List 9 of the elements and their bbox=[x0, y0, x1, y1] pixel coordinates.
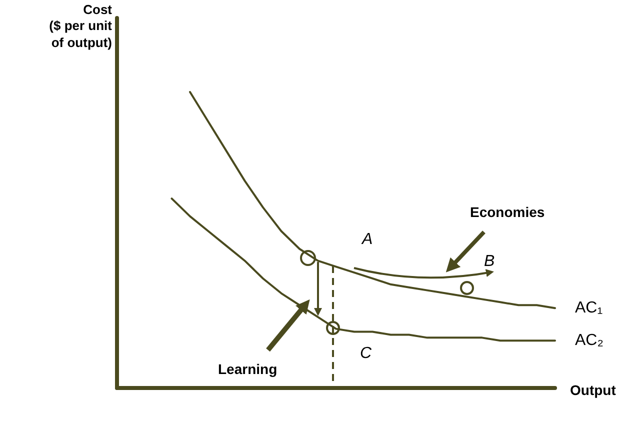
series-label: AC₁ bbox=[575, 300, 603, 317]
annotation: A bbox=[362, 231, 373, 248]
annotation: B bbox=[484, 253, 495, 270]
annotation: Learning bbox=[218, 361, 278, 377]
x-axis-title: Output bbox=[570, 382, 616, 398]
y-axis-title: Cost ($ per unit of output) bbox=[48, 2, 112, 51]
series-label: AC₂ bbox=[575, 332, 604, 350]
annotation: Economies bbox=[470, 204, 545, 220]
annotation: C bbox=[360, 345, 372, 362]
